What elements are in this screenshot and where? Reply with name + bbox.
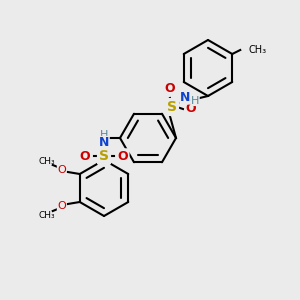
Text: N: N (99, 136, 109, 149)
Text: S: S (99, 149, 109, 163)
Text: H: H (191, 95, 199, 106)
Text: O: O (57, 165, 66, 175)
Text: O: O (186, 103, 196, 116)
Text: CH₃: CH₃ (38, 211, 55, 220)
Text: O: O (165, 82, 175, 94)
Text: O: O (80, 149, 90, 163)
Text: O: O (57, 201, 66, 211)
Text: CH₃: CH₃ (248, 45, 266, 55)
Text: CH₃: CH₃ (38, 157, 55, 166)
Text: N: N (180, 91, 190, 104)
Text: O: O (118, 149, 128, 163)
Text: H: H (100, 130, 108, 140)
Text: S: S (167, 100, 177, 114)
